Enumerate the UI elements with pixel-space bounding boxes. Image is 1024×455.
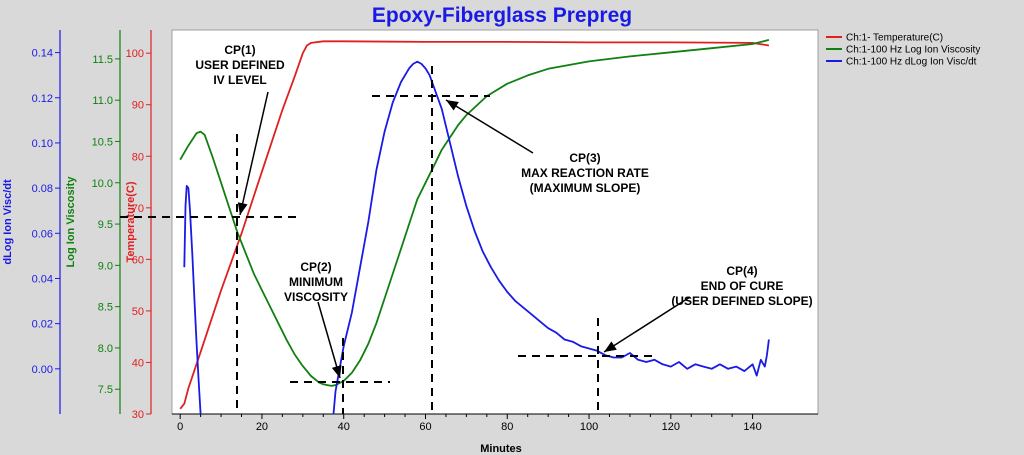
annotation-line: END OF CURE [701, 279, 784, 293]
annotation-cp3: CP(3)MAX REACTION RATE(MAXIMUM SLOPE) [521, 151, 649, 195]
x-tick-label: 20 [256, 421, 268, 433]
y-tick-label: 0.14 [32, 48, 53, 60]
y-tick-label: 9.5 [98, 219, 113, 231]
annotation-line: USER DEFINED [195, 58, 285, 72]
y-tick-label: 0.02 [32, 319, 53, 331]
x-tick-label: 100 [580, 421, 598, 433]
x-tick-label: 120 [662, 421, 680, 433]
y-axis-label-logvisc: Log Ion Viscosity [65, 176, 77, 268]
annotation-line: MAX REACTION RATE [521, 166, 649, 180]
x-tick-label: 80 [501, 421, 513, 433]
annotation-line: (MAXIMUM SLOPE) [530, 181, 641, 195]
y-axis-label-dlog: dLog Ion Visc/dt [2, 179, 14, 265]
y-tick-label: 7.5 [98, 384, 113, 396]
y-tick-label: 0.10 [32, 138, 53, 150]
annotation-line: IV LEVEL [213, 73, 266, 87]
x-tick-label: 0 [177, 421, 183, 433]
y-tick-label: 10.0 [92, 178, 113, 190]
annotation-cp4: CP(4)END OF CURE(USER DEFINED SLOPE) [671, 264, 812, 308]
x-tick-label: 40 [338, 421, 350, 433]
x-tick-label: 60 [419, 421, 431, 433]
y-tick-label: 11.0 [92, 95, 113, 107]
arrow-head [237, 202, 248, 215]
annotation-line: CP(1) [224, 43, 255, 57]
y-axis-dlog: 0.00 0.02 0.04 0.06 0.08 0.10 0.12 0.14 dLog Ion… [2, 30, 61, 414]
y-tick-label: 50 [132, 306, 144, 318]
legend-item-2: Ch:1-100 Hz dLog Ion Visc/dt [826, 57, 977, 68]
y-tick-label: 40 [132, 357, 144, 369]
y-tick-label: 0.04 [32, 273, 53, 285]
annotation-line: CP(4) [726, 264, 757, 278]
y-tick-label: 11.5 [92, 54, 113, 66]
x-tick-label: 140 [743, 421, 761, 433]
legend-item-1: Ch:1-100 Hz Log Ion Viscosity [826, 45, 980, 56]
y-tick-label: 0.06 [32, 228, 53, 240]
legend-item-0: Ch:1- Temperature(C) [826, 33, 943, 44]
y-tick-label: 90 [132, 100, 144, 112]
y-tick-label: 80 [132, 151, 144, 163]
annotation-line: CP(3) [569, 151, 600, 165]
y-tick-label: 9.0 [98, 260, 113, 272]
y-tick-label: 0.12 [32, 93, 53, 105]
legend-label: Ch:1- Temperature(C) [846, 33, 943, 44]
annotation-line: CP(2) [300, 260, 331, 274]
y-tick-label: 60 [132, 254, 144, 266]
x-axis-label: Minutes [480, 443, 522, 455]
y-tick-label: 30 [132, 409, 144, 421]
arrow-head [331, 365, 342, 378]
y-tick-label: 0.00 [32, 364, 53, 376]
y-tick-label: 8.0 [98, 343, 113, 355]
arrow-head [604, 341, 617, 352]
y-axis-logvisc: 7.5 8.0 8.5 9.0 9.5 10.0 10.5 11.0 11.5 Log Ion V… [65, 30, 121, 414]
annotation-line: VISCOSITY [284, 290, 348, 304]
y-tick-label: 70 [132, 203, 144, 215]
annotation-arrow [603, 296, 691, 353]
annotation-arrow [445, 99, 534, 154]
annotation-arrow [239, 91, 269, 216]
chart-title: Epoxy-Fiberglass Prepreg [372, 4, 632, 27]
annotation-line: (USER DEFINED SLOPE) [671, 294, 812, 308]
y-axis-label-temp: Temperature(C) [125, 181, 137, 262]
legend-label: Ch:1-100 Hz Log Ion Viscosity [846, 45, 980, 56]
series-line-0 [179, 40, 770, 410]
y-tick-label: 100 [126, 48, 144, 60]
series-line-2 [183, 60, 770, 415]
y-axis-temp: 30 40 50 60 70 80 90 100 Temperature(C) [125, 30, 152, 421]
y-tick-label: 10.5 [92, 136, 113, 148]
arrow-head [446, 100, 459, 111]
legend-label: Ch:1-100 Hz dLog Ion Visc/dt [846, 57, 977, 68]
y-tick-label: 0.08 [32, 183, 53, 195]
annotation-line: MINIMUM [289, 275, 343, 289]
annotation-arrow [317, 301, 341, 379]
y-tick-label: 8.5 [98, 302, 113, 314]
plot-area [171, 29, 819, 415]
